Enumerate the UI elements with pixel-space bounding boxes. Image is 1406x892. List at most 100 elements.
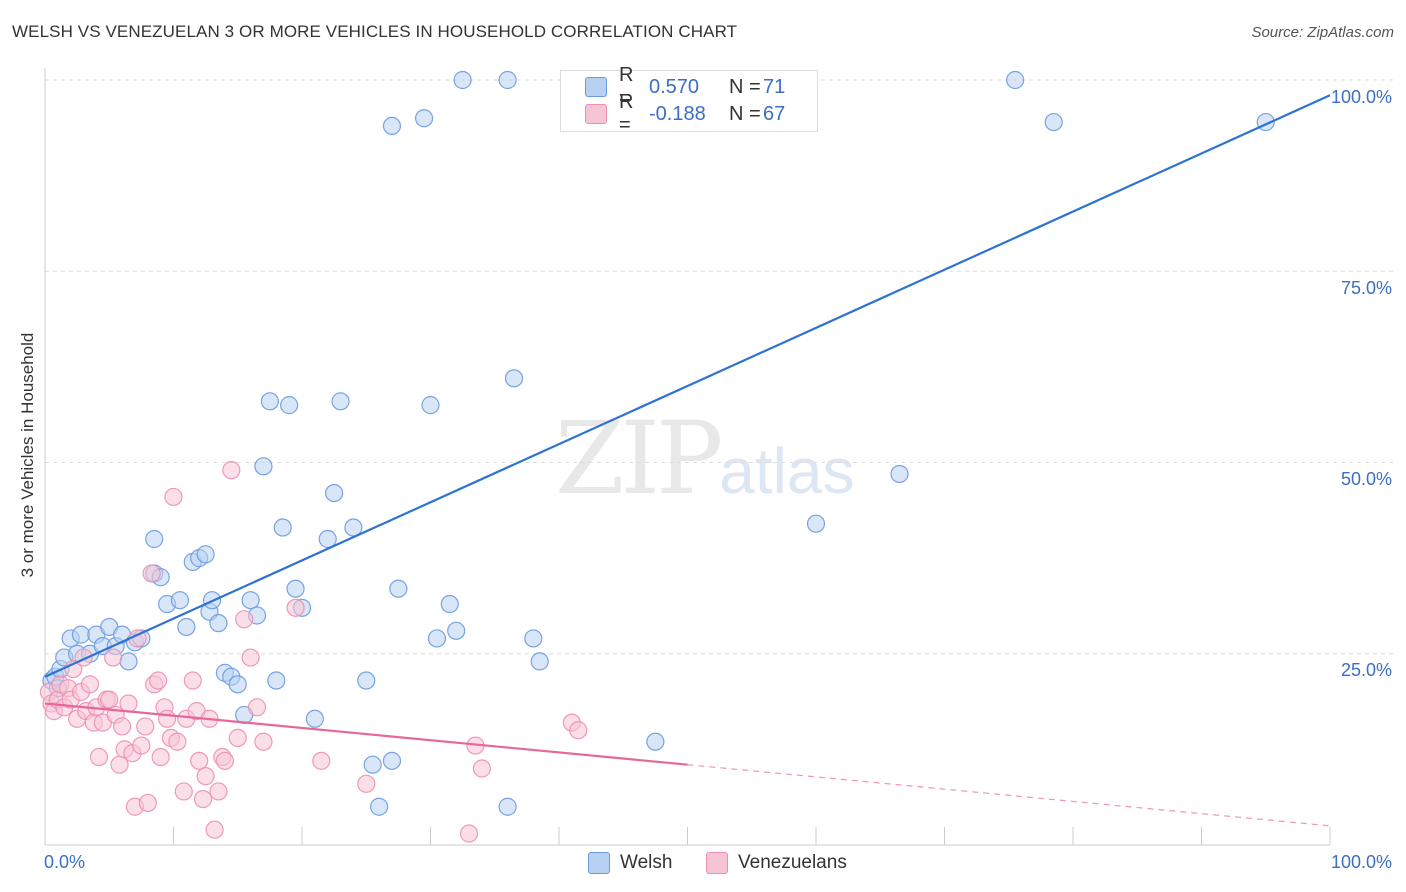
welsh-point-58 xyxy=(453,70,472,90)
venezuelan-point-57 xyxy=(247,698,267,717)
welsh-n-value: 71 xyxy=(763,75,786,98)
welsh-point-35 xyxy=(254,457,273,476)
correlation-legend: R = 0.570 N = 71 R = -0.188 N = 67 xyxy=(560,64,818,136)
venezuelan-point-61 xyxy=(357,774,376,793)
y-axis-title: 3 or more Vehicles in Household xyxy=(18,332,37,578)
venezuelan-point-34 xyxy=(148,671,168,690)
welsh-r-value: 0.570 xyxy=(649,75,700,98)
venezuelan-point-54 xyxy=(228,728,247,748)
welsh-point-21 xyxy=(170,591,190,610)
venezuelan-point-13 xyxy=(80,675,100,694)
y-tick-label-50: 50.0% xyxy=(1340,469,1392,489)
legend-item-venezuelans: Venezuelans xyxy=(706,852,847,874)
welsh-point-25 xyxy=(196,545,215,564)
welsh-point-33 xyxy=(241,591,260,610)
welsh-point-52 xyxy=(382,116,402,136)
venezuelan-point-64 xyxy=(472,759,491,778)
welsh-point-50 xyxy=(382,751,402,770)
venezuelan-point-16 xyxy=(89,747,109,767)
venezuelan-point-55 xyxy=(235,610,254,629)
welsh-point-61 xyxy=(504,369,524,388)
welsh-n-label: N = xyxy=(729,75,761,98)
venezuelan-point-32 xyxy=(142,564,161,583)
grid-lines xyxy=(45,79,1395,655)
welsh-point-31 xyxy=(228,675,247,694)
welsh-point-57 xyxy=(447,621,466,640)
welsh-point-28 xyxy=(209,614,228,633)
venezuelan-point-47 xyxy=(196,767,215,786)
y-tick-label-25: 25.0% xyxy=(1340,660,1392,680)
welsh-point-55 xyxy=(427,629,447,648)
venezuelan-point-62 xyxy=(459,824,479,843)
welsh-point-47 xyxy=(357,671,376,690)
welsh-point-38 xyxy=(273,518,292,537)
welsh-point-69 xyxy=(1006,70,1025,90)
welsh-point-39 xyxy=(280,396,299,415)
legend-item-welsh: Welsh xyxy=(588,852,672,874)
welsh-point-63 xyxy=(530,652,549,671)
trend-lines xyxy=(44,94,1331,827)
venezuelan-n-value: 67 xyxy=(763,102,786,125)
legend-row-venezuelan: R = -0.188 N = 67 xyxy=(585,91,786,136)
welsh-point-56 xyxy=(440,594,459,614)
venezuelan-point-23 xyxy=(112,717,132,736)
welsh-point-49 xyxy=(370,797,389,816)
welsh-point-70 xyxy=(1044,112,1063,132)
welsh-point-43 xyxy=(318,529,337,549)
venezuelan-point-58 xyxy=(254,732,273,751)
series-legend: Welsh Venezuelans xyxy=(0,852,1406,878)
welsh-legend-label: Welsh xyxy=(620,852,673,873)
welsh-legend-swatch xyxy=(588,852,610,874)
y-tick-label-100: 100.0% xyxy=(1330,87,1392,107)
welsh-point-14 xyxy=(119,652,138,671)
welsh-point-62 xyxy=(524,629,543,648)
venezuelan-point-56 xyxy=(241,648,260,667)
watermark-zip: ZIP xyxy=(555,400,723,517)
welsh-swatch xyxy=(585,77,607,97)
y-tick-label-75: 75.0% xyxy=(1340,278,1392,298)
welsh-trend-line xyxy=(44,94,1331,678)
welsh-point-53 xyxy=(414,109,434,128)
venezuelan-legend-label: Venezuelans xyxy=(738,852,847,873)
venezuelan-point-59 xyxy=(286,598,305,617)
venezuelan-point-19 xyxy=(100,690,119,709)
watermark: ZIPatlas xyxy=(555,400,854,517)
venezuelan-point-53 xyxy=(222,461,241,480)
welsh-point-37 xyxy=(267,671,286,690)
welsh-point-36 xyxy=(260,392,279,411)
venezuelan-points xyxy=(39,461,588,843)
welsh-point-67 xyxy=(806,514,826,533)
welsh-point-68 xyxy=(890,464,909,484)
welsh-point-40 xyxy=(286,579,305,598)
welsh-point-22 xyxy=(177,617,196,637)
venezuelan-trend-line xyxy=(44,702,688,766)
venezuelan-legend-swatch xyxy=(706,852,728,874)
venezuelan-point-52 xyxy=(215,751,234,770)
welsh-point-48 xyxy=(363,755,382,774)
welsh-point-59 xyxy=(498,70,517,90)
venezuelan-point-43 xyxy=(183,671,202,690)
source-label: Source: ZipAtlas.com xyxy=(1251,24,1394,41)
venezuelan-point-31 xyxy=(138,793,157,813)
venezuelan-point-50 xyxy=(209,782,228,801)
venezuelan-point-20 xyxy=(104,648,123,667)
welsh-point-60 xyxy=(498,797,517,816)
venezuelan-point-25 xyxy=(119,694,138,713)
watermark-atlas: atlas xyxy=(719,435,855,507)
venezuelan-swatch xyxy=(585,104,607,124)
welsh-point-54 xyxy=(421,396,440,415)
venezuelan-point-35 xyxy=(151,747,170,767)
legend-row-welsh: R = 0.570 N = 71 xyxy=(585,64,786,109)
venezuelan-point-46 xyxy=(193,789,213,809)
x-tick-label-0: 0.0% xyxy=(44,852,86,872)
welsh-point-45 xyxy=(331,392,350,411)
welsh-point-18 xyxy=(145,529,164,549)
venezuelan-point-29 xyxy=(132,736,151,755)
venezuelan-point-66 xyxy=(569,721,588,740)
venezuelan-r-label: R = xyxy=(619,91,634,136)
venezuelan-r-value: -0.188 xyxy=(649,102,706,125)
welsh-points xyxy=(42,70,1275,816)
venezuelan-point-45 xyxy=(190,751,209,770)
venezuelan-point-39 xyxy=(164,487,183,507)
